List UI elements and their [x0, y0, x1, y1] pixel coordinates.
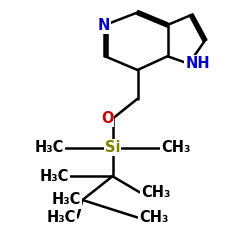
- Text: CH₃: CH₃: [161, 140, 191, 155]
- Text: CH₃: CH₃: [141, 185, 171, 200]
- Text: Si: Si: [105, 140, 120, 155]
- Text: H₃C: H₃C: [47, 210, 76, 225]
- Text: NH: NH: [185, 56, 210, 71]
- Text: H₃C: H₃C: [40, 169, 69, 184]
- Text: H₃C: H₃C: [52, 192, 81, 208]
- Text: H₃C: H₃C: [34, 140, 64, 155]
- Text: O: O: [101, 111, 113, 126]
- Text: CH₃: CH₃: [139, 210, 168, 225]
- Text: N: N: [98, 18, 110, 32]
